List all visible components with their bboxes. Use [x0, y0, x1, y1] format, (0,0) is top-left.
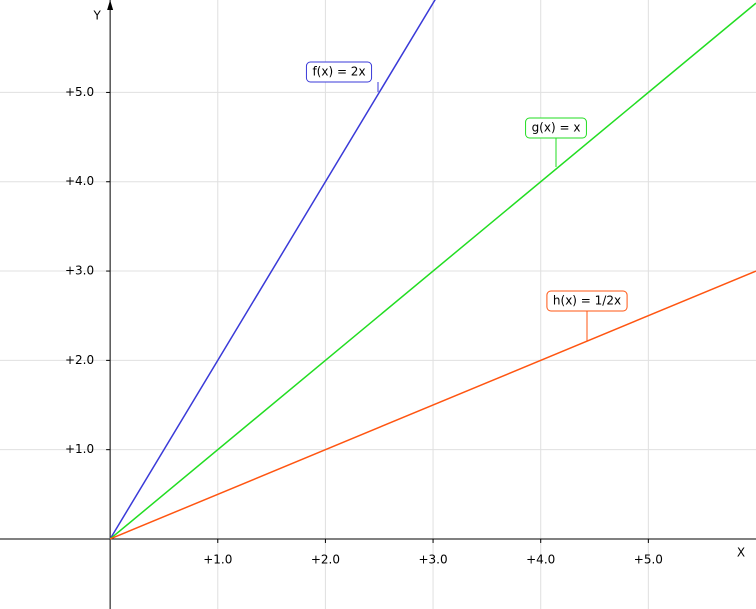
- x-tick-label: +4.0: [526, 552, 555, 566]
- x-tick-label: +2.0: [311, 552, 340, 566]
- y-tick-label: +1.0: [65, 442, 94, 456]
- y-tick-label: +4.0: [65, 174, 94, 188]
- function-label: f(x) = 2x: [312, 65, 365, 79]
- function-line: [109, 2, 756, 540]
- function-label-box: [546, 290, 628, 312]
- function-label: g(x) = x: [532, 121, 581, 135]
- y-axis-label: Y: [92, 9, 101, 23]
- function-label: h(x) = 1/2x: [553, 294, 621, 308]
- y-tick-label: +3.0: [65, 264, 94, 278]
- plot-area: [109, 0, 756, 540]
- function-label-box: [305, 61, 373, 83]
- x-tick-label: +5.0: [634, 552, 663, 566]
- function-line: [109, 0, 436, 540]
- function-line: [109, 270, 756, 540]
- y-axis-arrow: [107, 0, 114, 10]
- y-tick-label: +5.0: [65, 85, 94, 99]
- x-axis-label: X: [737, 545, 745, 559]
- y-tick-label: +2.0: [65, 353, 94, 367]
- x-tick-label: +3.0: [418, 552, 447, 566]
- x-tick-label: +1.0: [203, 552, 232, 566]
- function-label-box: [525, 117, 587, 139]
